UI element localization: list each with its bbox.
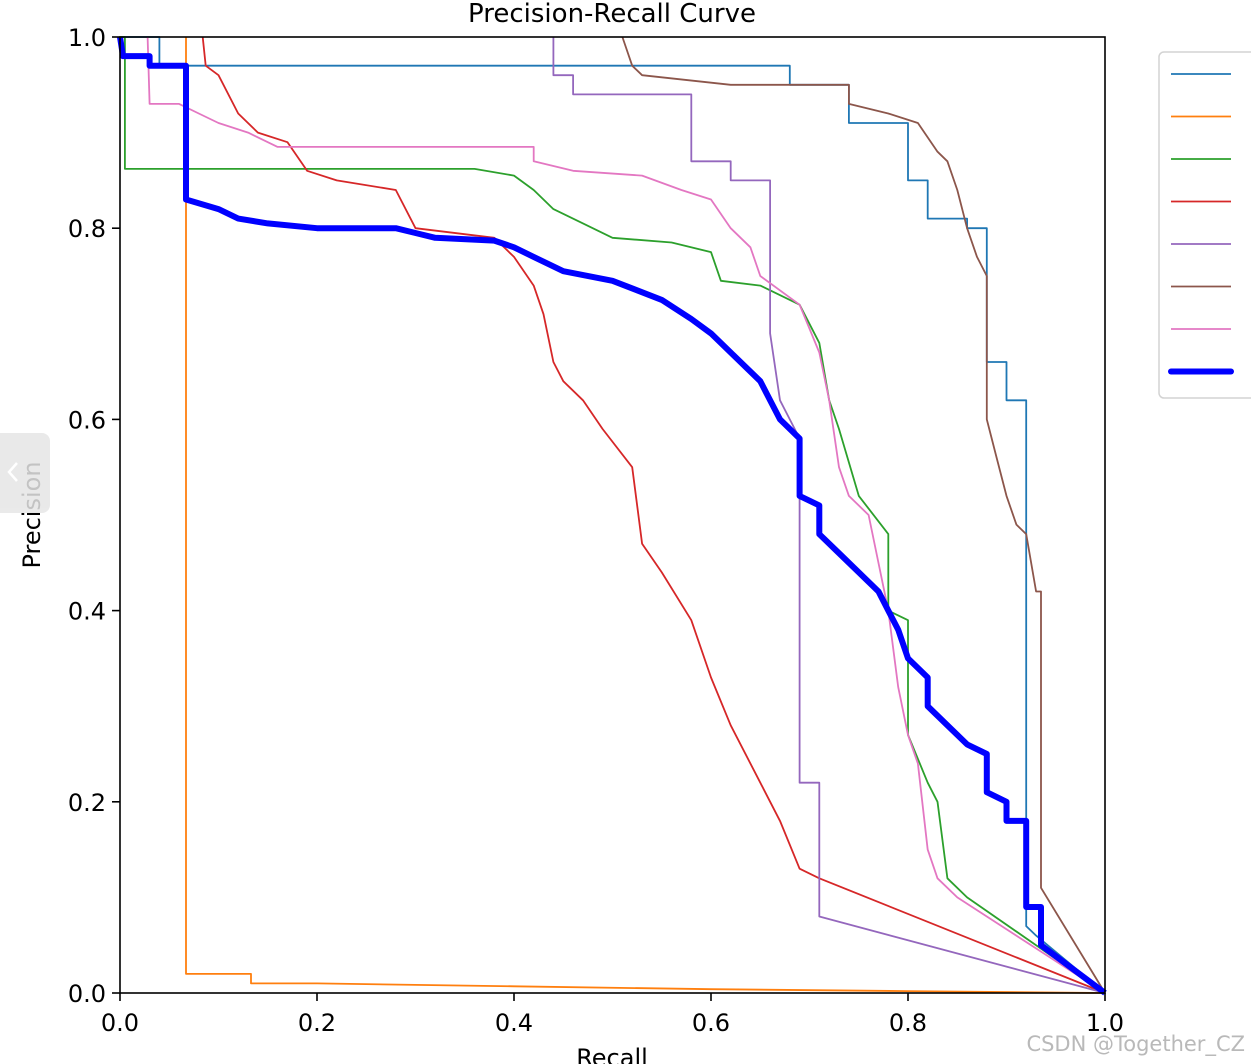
x-tick-label: 0.0 xyxy=(101,1009,139,1037)
series-lines xyxy=(117,36,1107,996)
x-tick-label: 1.0 xyxy=(1086,1009,1124,1037)
plot-frame xyxy=(119,36,1106,994)
series-line-4 xyxy=(201,36,1106,994)
x-axis-label: Recall xyxy=(576,1044,648,1064)
x-tick-label: 0.2 xyxy=(298,1009,336,1037)
x-tick-label: 0.8 xyxy=(889,1009,927,1037)
x-axis-ticks: 0.0 0.2 0.4 0.6 0.8 1.0 xyxy=(101,993,1124,1037)
legend xyxy=(1158,51,1251,399)
series-line-7 xyxy=(146,36,1106,994)
chart-title: Precision-Recall Curve xyxy=(468,0,756,29)
series-line-2 xyxy=(185,37,1106,994)
y-tick-label: 0.8 xyxy=(68,215,106,243)
y-tick-label: 0.4 xyxy=(68,598,106,626)
series-line-6 xyxy=(621,36,1106,994)
y-tick-label: 1.0 xyxy=(68,24,106,52)
series-line-5 xyxy=(552,37,1106,994)
series-line-3 xyxy=(120,36,1106,994)
x-tick-label: 0.4 xyxy=(495,1009,533,1037)
y-tick-label: 0.2 xyxy=(68,789,106,817)
legend-box xyxy=(1158,51,1251,399)
chevron-left-icon xyxy=(7,462,18,482)
series-line-1 xyxy=(120,36,1106,994)
y-axis-ticks: 0.0 0.2 0.4 0.6 0.8 1.0 xyxy=(68,24,120,1008)
y-tick-label: 0.6 xyxy=(68,406,106,434)
watermark: CSDN @Together_CZ xyxy=(1026,1032,1245,1056)
x-tick-label: 0.6 xyxy=(692,1009,730,1037)
y-tick-label: 0.0 xyxy=(68,980,106,1008)
side-collapse-tab[interactable] xyxy=(0,433,50,513)
series-line-8 xyxy=(117,36,1107,996)
